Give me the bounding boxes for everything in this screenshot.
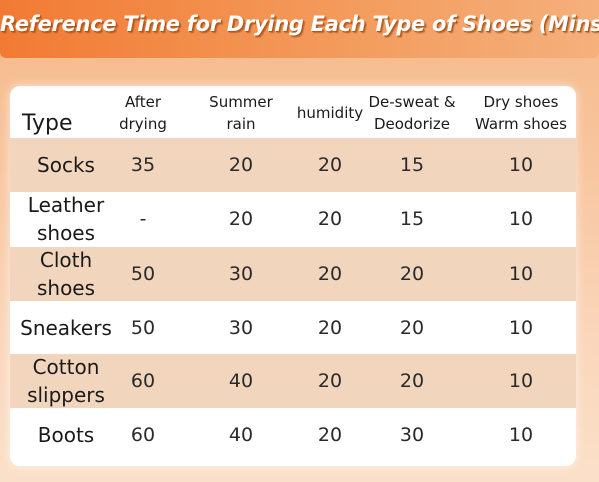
value-de-sweat: 15 [399, 154, 425, 176]
table-row: Socks 35 20 20 15 10 [10, 138, 576, 192]
row-type-label: Boots [37, 423, 95, 447]
value-summer-rain: 20 [228, 154, 254, 176]
value-after-drying: 50 [130, 263, 156, 285]
value-after-drying: 50 [130, 317, 156, 339]
table-row: Cotton slippers 60 40 20 20 10 [10, 354, 576, 408]
header-summer-rain: Summer rain [209, 93, 273, 133]
value-humidity: 20 [317, 424, 343, 446]
value-summer-rain: 40 [228, 370, 254, 392]
header-humidity: humidity [296, 104, 364, 122]
row-type-label: Sneakers [20, 316, 112, 340]
value-dry-warm: 10 [508, 370, 534, 392]
value-humidity: 20 [317, 154, 343, 176]
value-humidity: 20 [317, 370, 343, 392]
value-after-drying: 60 [130, 424, 156, 446]
page-title: Reference Time for Drying Each Type of S… [0, 12, 599, 36]
value-after-drying: 60 [130, 370, 156, 392]
value-de-sweat: 20 [399, 263, 425, 285]
row-type-label: Cotton slippers [27, 355, 105, 407]
value-summer-rain: 30 [228, 263, 254, 285]
value-summer-rain: 20 [228, 208, 254, 230]
value-humidity: 20 [317, 263, 343, 285]
table-row: Cloth shoes 50 30 20 20 10 [10, 247, 576, 301]
header-dry-warm-shoes: Dry shoes Warm shoes [475, 93, 567, 133]
value-dry-warm: 10 [508, 424, 534, 446]
value-dry-warm: 10 [508, 263, 534, 285]
value-dry-warm: 10 [508, 154, 534, 176]
value-de-sweat: 30 [399, 424, 425, 446]
value-after-drying: 35 [130, 154, 156, 176]
value-de-sweat: 15 [399, 208, 425, 230]
value-dry-warm: 10 [508, 317, 534, 339]
value-humidity: 20 [317, 208, 343, 230]
table-row: Boots 60 40 20 30 10 [10, 408, 576, 462]
table-row: Leather shoes - 20 20 15 10 [10, 192, 576, 246]
title-banner: Reference Time for Drying Each Type of S… [0, 0, 599, 58]
drying-time-table: Type After drying Summer rain humidity D… [10, 86, 576, 466]
header-type: Type [22, 111, 73, 136]
table-header-row: Type After drying Summer rain humidity D… [10, 86, 576, 140]
value-summer-rain: 30 [228, 317, 254, 339]
header-after-drying: After drying [119, 93, 167, 133]
value-de-sweat: 20 [399, 317, 425, 339]
row-type-label: Cloth shoes [36, 248, 96, 300]
row-type-label: Leather shoes [27, 193, 105, 245]
value-after-drying: - [139, 208, 147, 230]
row-type-label: Socks [37, 153, 95, 177]
header-de-sweat-deodorize: De-sweat & Deodorize [368, 93, 456, 133]
value-summer-rain: 40 [228, 424, 254, 446]
value-dry-warm: 10 [508, 208, 534, 230]
table-row: Sneakers 50 30 20 20 10 [10, 301, 576, 355]
value-humidity: 20 [317, 317, 343, 339]
value-de-sweat: 20 [399, 370, 425, 392]
